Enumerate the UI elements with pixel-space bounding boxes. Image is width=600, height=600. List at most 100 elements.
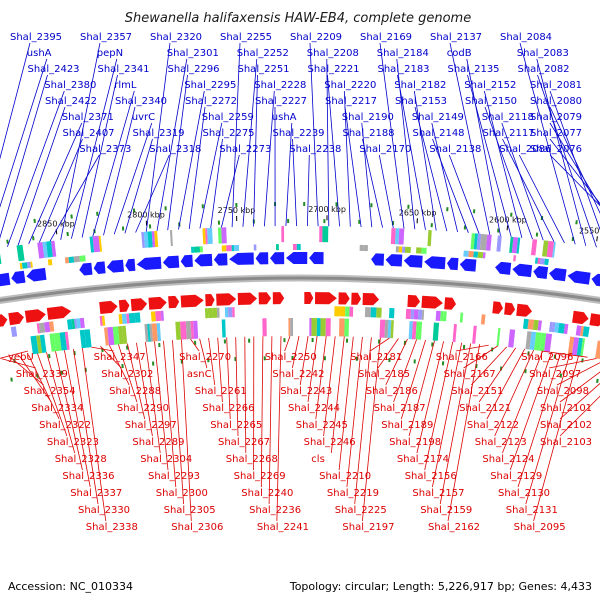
gene-label: Shal_2098 <box>537 386 589 397</box>
forward-strand-arrow <box>371 253 385 266</box>
gene-label: Shal_2302 <box>101 369 153 380</box>
feature-box-inner <box>482 252 486 259</box>
feature-box-inner-lower <box>345 306 350 317</box>
feature-box-inner <box>473 251 479 258</box>
feature-box-lower <box>339 318 345 337</box>
upper-gene-leader <box>307 154 310 227</box>
gene-label: Shal_2096 <box>521 352 573 363</box>
feature-box-inner-lower <box>10 326 18 337</box>
reverse-strand-arrow <box>237 292 257 305</box>
gene-label: Shal_2170 <box>359 144 411 155</box>
gene-label: pepN <box>97 48 123 59</box>
lower-gene-leader <box>118 344 138 403</box>
gene-label: Shal_2197 <box>342 522 394 533</box>
gene-label: Shal_2239 <box>273 128 325 139</box>
feature-box-lower <box>508 329 516 348</box>
feature-box-lower <box>36 335 43 354</box>
feature-box-lower <box>122 325 128 344</box>
feature-box-lower <box>390 320 394 339</box>
lower-gene-leader <box>494 349 535 437</box>
gene-label: Shal_2339 <box>16 369 68 380</box>
reverse-strand-arrow <box>205 294 215 307</box>
feature-box-lower <box>59 332 68 351</box>
upper-gene-leader <box>414 106 448 232</box>
gene-label: Shal_2305 <box>164 505 216 516</box>
feature-box-outer <box>205 228 208 245</box>
gene-label: Shal_2103 <box>540 437 592 448</box>
lower-gene-leader <box>0 350 29 359</box>
feature-box-outer <box>16 244 25 262</box>
gene-label: Shal_2183 <box>378 64 430 75</box>
feature-box-outer <box>395 228 400 245</box>
feature-box-inner-lower <box>232 307 235 318</box>
lower-gene-leader <box>299 335 309 386</box>
feature-box-inner <box>421 247 427 254</box>
lower-gene-leader <box>64 350 91 488</box>
upper-gene-leader <box>431 122 458 233</box>
gene-label: Shal_2189 <box>381 420 433 431</box>
feature-box-outer <box>147 231 153 248</box>
gene-label: Shal_2241 <box>257 522 309 533</box>
forward-strand-arrow <box>403 255 423 268</box>
forward-strand-arrow <box>11 270 26 284</box>
lower-gene-leader <box>559 395 600 437</box>
feature-box-lower <box>53 332 62 352</box>
feature-box-lower <box>472 325 477 344</box>
gene-label: Shal_2181 <box>350 352 402 363</box>
scale-tick-label: 2700 kbp <box>308 205 346 214</box>
feature-box-lower <box>325 318 331 337</box>
feature-box-inner-lower <box>224 307 229 318</box>
upper-gene-leader <box>361 122 373 228</box>
reverse-strand-arrow <box>362 293 380 306</box>
feature-box-outer <box>552 241 556 258</box>
gene-label: Shal_2242 <box>272 369 324 380</box>
feature-box-lower <box>316 318 321 337</box>
feature-box-inner <box>47 259 53 266</box>
lower-gene-leader <box>416 341 444 454</box>
upper-gene-leader <box>343 90 351 227</box>
gene-label: Shal_2322 <box>39 420 91 431</box>
reverse-strand-arrow <box>46 306 72 320</box>
gene-label: Shal_2266 <box>202 403 254 414</box>
gene-label: Shal_2219 <box>327 488 379 499</box>
gene-labels: Shal_2395 ushA Shal_2423 Shal_2380 Shal_2422… <box>0 32 600 533</box>
gene-label: Shal_2251 <box>238 64 290 75</box>
gene-label: Shal_2182 <box>394 80 446 91</box>
upper-gene-leader <box>397 74 426 230</box>
feature-box-inner <box>276 244 279 251</box>
feature-box-inner-lower <box>421 309 425 320</box>
upper-gene-leader <box>0 42 31 160</box>
feature-box-lower <box>408 321 413 340</box>
feature-box-inner-lower <box>405 308 412 320</box>
feature-box-inner-lower <box>38 322 46 334</box>
gene-label: Shal_2341 <box>98 64 150 75</box>
gene-label: Shal_2101 <box>540 403 592 414</box>
gene-label: Shal_2082 <box>518 64 570 75</box>
lower-gene-leader <box>471 346 507 386</box>
forward-strand-arrow <box>459 258 477 272</box>
feature-box-inner-lower <box>160 310 164 321</box>
feature-box-inner-lower <box>212 307 218 318</box>
gene-label: ushA <box>27 48 52 59</box>
reverse-strand-arrow <box>118 299 130 313</box>
forward-strand-arrow <box>106 259 124 273</box>
gene-label: Shal_2079 <box>530 112 582 123</box>
gene-label: Shal_2122 <box>467 420 519 431</box>
upper-gene-leader <box>92 90 135 237</box>
feature-box-inner <box>30 261 33 268</box>
forward-strand-arrow <box>26 267 47 282</box>
scale-tick-label: 2650 kbp <box>399 208 437 217</box>
gene-label: Shal_2407 <box>63 128 115 139</box>
upper-gene-leader <box>242 58 258 227</box>
feature-box-inner-lower <box>440 311 444 322</box>
feature-box-inner-lower <box>349 306 354 317</box>
scale-tick-label: 2850 kbp <box>37 219 75 228</box>
forward-strand-arrow <box>125 258 136 272</box>
reverse-strand-arrow <box>258 292 272 305</box>
feature-box-inner-lower <box>549 321 553 332</box>
gene-label: Shal_2240 <box>241 488 293 499</box>
feature-box-inner <box>359 244 364 251</box>
feature-box-inner-lower <box>527 319 535 330</box>
